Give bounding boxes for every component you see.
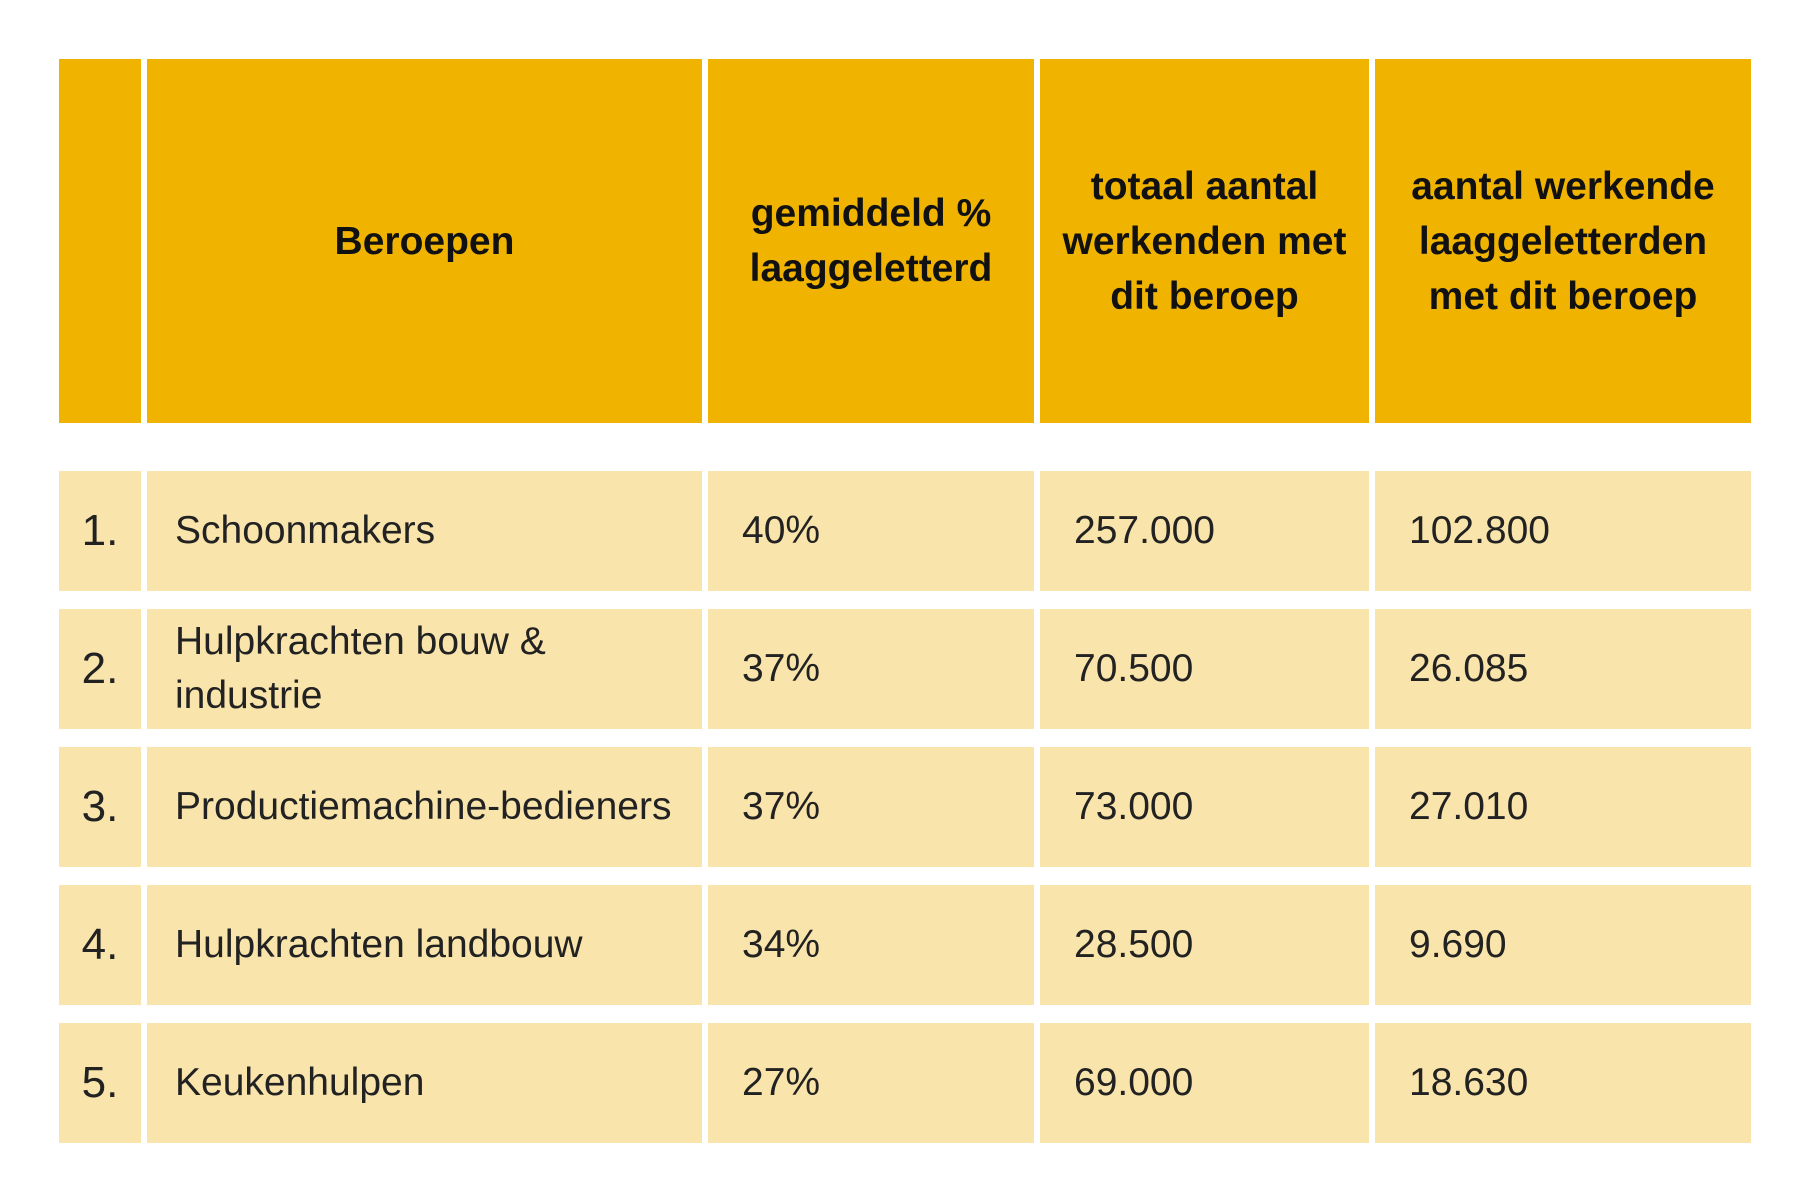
laaggeletterd-cell: 9.690 bbox=[1375, 885, 1751, 1005]
rank-cell: 4. bbox=[59, 885, 141, 1005]
totaal-cell: 28.500 bbox=[1040, 885, 1369, 1005]
beroep-cell: Schoonmakers bbox=[147, 471, 702, 591]
percentage-cell: 27% bbox=[708, 1023, 1034, 1143]
header-row: Beroepen gemiddeld % laaggeletterd totaa… bbox=[59, 59, 1751, 423]
rank-cell: 1. bbox=[59, 471, 141, 591]
table-row: 3. Productiemachine-bedieners 37% 73.000… bbox=[59, 747, 1751, 867]
rank-cell: 2. bbox=[59, 609, 141, 729]
occupations-table: Beroepen gemiddeld % laaggeletterd totaa… bbox=[59, 59, 1751, 1161]
totaal-cell: 70.500 bbox=[1040, 609, 1369, 729]
percentage-cell: 34% bbox=[708, 885, 1034, 1005]
beroep-cell: Keukenhulpen bbox=[147, 1023, 702, 1143]
percentage-cell: 40% bbox=[708, 471, 1034, 591]
header-cell-totaal: totaal aantal werkenden met dit beroep bbox=[1040, 59, 1369, 423]
table-row: 4. Hulpkrachten landbouw 34% 28.500 9.69… bbox=[59, 885, 1751, 1005]
percentage-cell: 37% bbox=[708, 747, 1034, 867]
header-gap bbox=[59, 423, 1751, 471]
header-cell-beroepen: Beroepen bbox=[147, 59, 702, 423]
laaggeletterd-cell: 102.800 bbox=[1375, 471, 1751, 591]
table-row: 1. Schoonmakers 40% 257.000 102.800 bbox=[59, 471, 1751, 591]
laaggeletterd-cell: 26.085 bbox=[1375, 609, 1751, 729]
percentage-cell: 37% bbox=[708, 609, 1034, 729]
totaal-cell: 257.000 bbox=[1040, 471, 1369, 591]
table-row: 5. Keukenhulpen 27% 69.000 18.630 bbox=[59, 1023, 1751, 1143]
beroep-cell: Productiemachine-bedieners bbox=[147, 747, 702, 867]
laaggeletterd-cell: 18.630 bbox=[1375, 1023, 1751, 1143]
header-cell-rank bbox=[59, 59, 141, 423]
rank-cell: 3. bbox=[59, 747, 141, 867]
header-cell-percentage: gemiddeld % laaggeletterd bbox=[708, 59, 1034, 423]
beroep-cell: Hulpkrachten bouw & industrie bbox=[147, 609, 702, 729]
header-cell-laaggeletterden: aantal werkende laaggeletterden met dit … bbox=[1375, 59, 1751, 423]
laaggeletterd-cell: 27.010 bbox=[1375, 747, 1751, 867]
totaal-cell: 69.000 bbox=[1040, 1023, 1369, 1143]
beroep-cell: Hulpkrachten landbouw bbox=[147, 885, 702, 1005]
table-row: 2. Hulpkrachten bouw & industrie 37% 70.… bbox=[59, 609, 1751, 729]
totaal-cell: 73.000 bbox=[1040, 747, 1369, 867]
rank-cell: 5. bbox=[59, 1023, 141, 1143]
